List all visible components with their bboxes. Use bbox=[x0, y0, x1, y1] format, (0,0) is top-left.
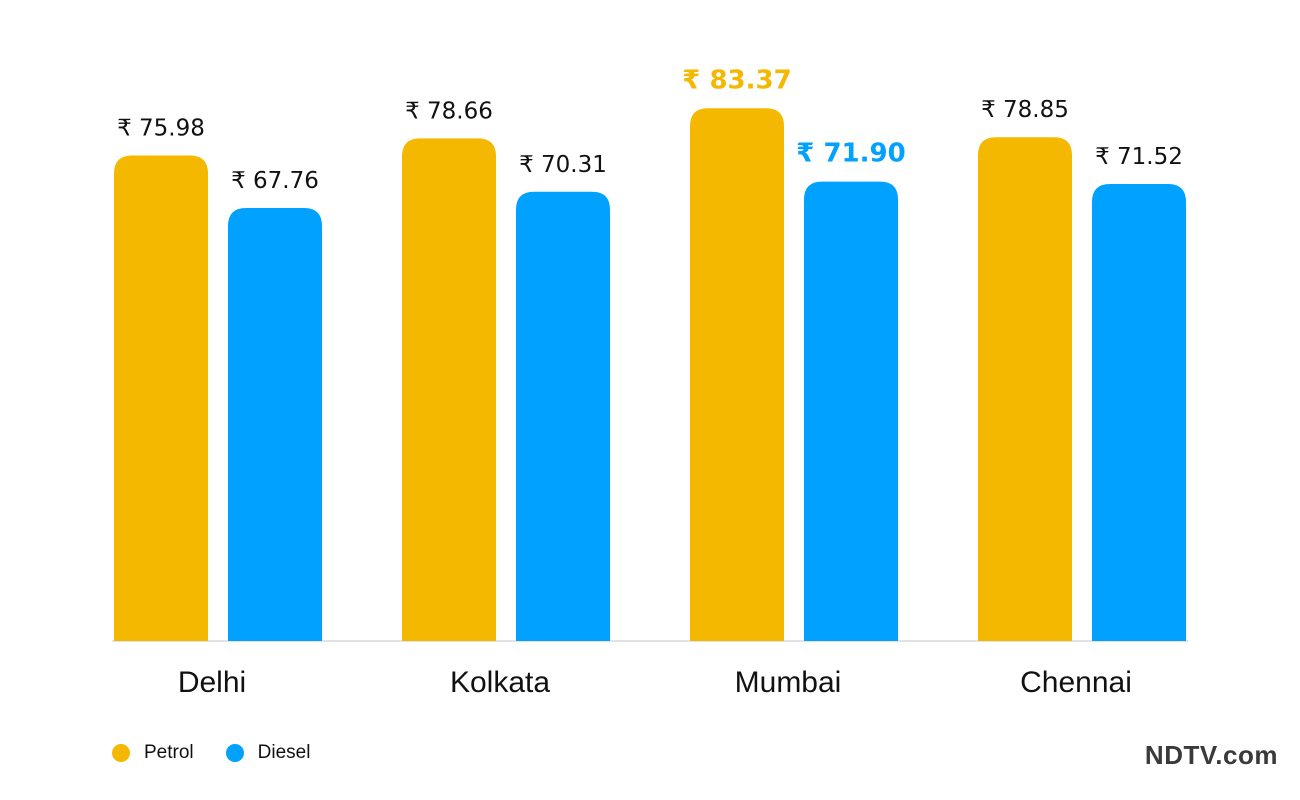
legend-diesel-label: Diesel bbox=[257, 742, 311, 763]
bar-diesel-delhi bbox=[228, 208, 322, 642]
value-label-petrol-kolkata: ₹ 78.66 bbox=[405, 98, 493, 124]
value-labels-layer: ₹ 75.98 ₹ 67.76 ₹ 78.66 ₹ 70.31 ₹ 83.37 ₹ 71.… bbox=[117, 65, 1183, 194]
legend-item-diesel: Diesel bbox=[225, 742, 311, 764]
bar-petrol-kolkata bbox=[402, 138, 496, 642]
legend-petrol-dot bbox=[112, 744, 130, 762]
category-label-chennai: Chennai bbox=[1020, 666, 1132, 699]
bar-diesel-kolkata bbox=[516, 191, 610, 641]
value-label-petrol-mumbai: ₹ 83.37 bbox=[682, 65, 791, 95]
ndtv-logo: NDTV.com bbox=[1144, 740, 1278, 770]
value-label-diesel-delhi: ₹ 67.76 bbox=[231, 168, 319, 194]
bar-diesel-mumbai bbox=[804, 181, 898, 641]
value-label-diesel-chennai: ₹ 71.52 bbox=[1095, 144, 1183, 170]
category-label-delhi: Delhi bbox=[178, 666, 246, 699]
category-label-mumbai: Mumbai bbox=[735, 666, 842, 699]
category-label-kolkata: Kolkata bbox=[450, 666, 550, 699]
legend-diesel-dot bbox=[225, 744, 244, 762]
legend-item-petrol: Petrol bbox=[112, 742, 194, 764]
bar-petrol-chennai bbox=[978, 137, 1072, 641]
category-tick-labels-layer: Delhi Kolkata Mumbai Chennai bbox=[178, 666, 1132, 699]
value-label-diesel-kolkata: ₹ 70.31 bbox=[519, 152, 607, 178]
legend: Petrol Diesel bbox=[112, 742, 342, 764]
bar-petrol-delhi bbox=[114, 155, 208, 642]
bar-petrol-mumbai bbox=[690, 108, 784, 642]
legend-petrol-label: Petrol bbox=[144, 742, 194, 763]
value-label-petrol-chennai: ₹ 78.85 bbox=[981, 97, 1069, 123]
bar-diesel-chennai bbox=[1092, 184, 1186, 641]
value-label-diesel-mumbai: ₹ 71.90 bbox=[796, 139, 905, 169]
bars-layer bbox=[114, 108, 1186, 642]
value-label-petrol-delhi: ₹ 75.98 bbox=[117, 116, 205, 142]
